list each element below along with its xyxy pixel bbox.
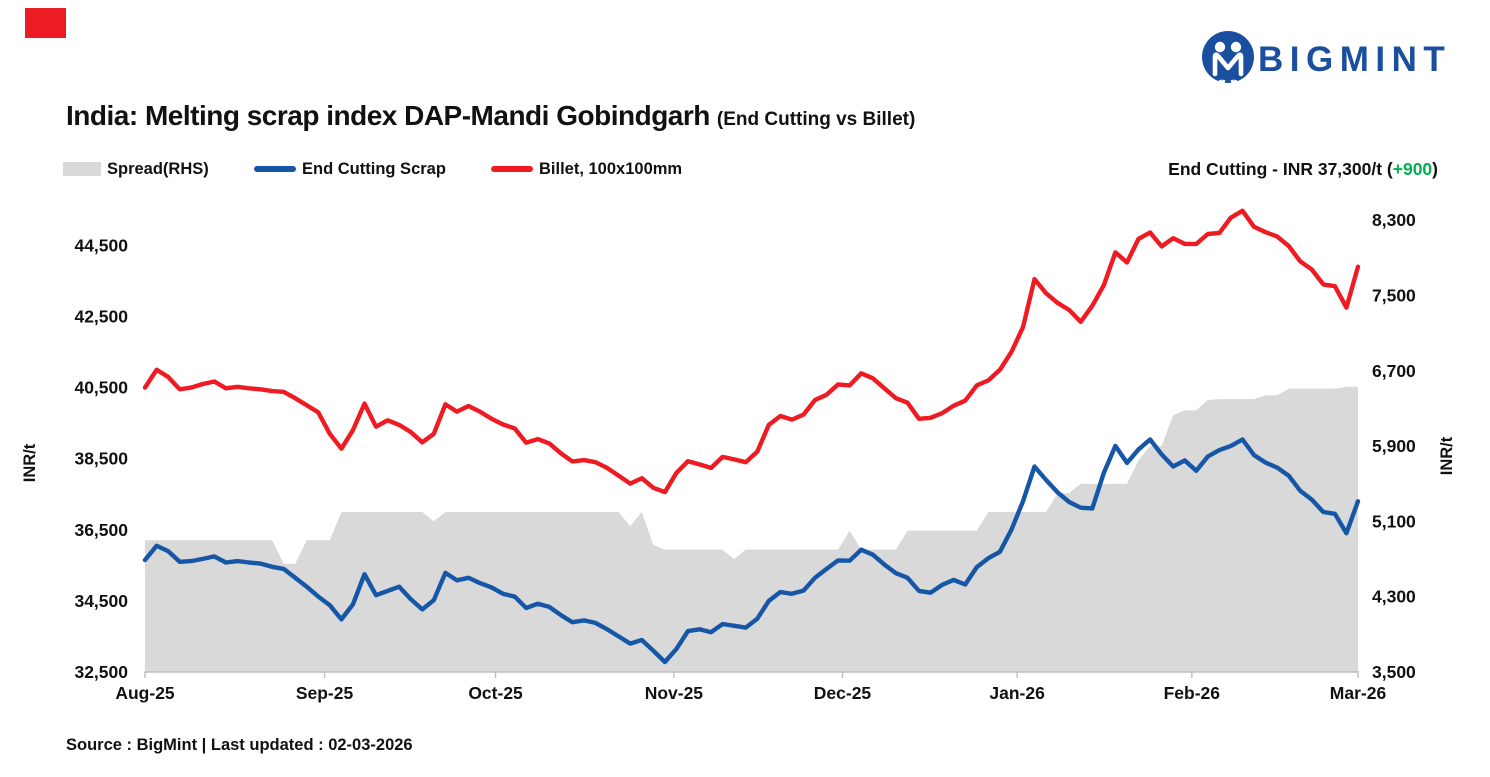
x-axis-label: Mar-26 xyxy=(1330,683,1387,703)
annotation-suffix: ) xyxy=(1432,159,1438,179)
right-axis-tick-label: 5,100 xyxy=(1372,511,1416,531)
billet-line-swatch xyxy=(491,166,533,172)
corner-accent xyxy=(25,8,66,38)
x-axis-label: Dec-25 xyxy=(814,683,872,703)
legend-label-end-cutting: End Cutting Scrap xyxy=(302,159,446,178)
bigmint-logo: BIGMINT xyxy=(1200,28,1475,93)
x-axis-label: Sep-25 xyxy=(296,683,354,703)
end-cutting-scrap-line xyxy=(142,437,1361,665)
left-axis-tick-label: 38,500 xyxy=(74,449,128,469)
source-note: Source : BigMint | Last updated : 02-03-… xyxy=(66,736,413,754)
end-cutting-line-swatch xyxy=(254,166,296,172)
left-axis-tick-label: 34,500 xyxy=(74,591,128,611)
x-axis-label: Aug-25 xyxy=(115,683,175,703)
right-axis-tick-label: 3,500 xyxy=(1372,662,1416,682)
right-axis-tick-label: 6,700 xyxy=(1372,361,1416,381)
bigmint-logo-icon: BIGMINT xyxy=(1202,31,1451,91)
chart-title: India: Melting scrap index DAP-Mandi Gob… xyxy=(66,100,710,131)
bigmint-logo-text: BIGMINT xyxy=(1258,40,1451,79)
annotation-delta: +900 xyxy=(1392,159,1433,179)
latest-price-annotation: End Cutting - INR 37,300/t (+900) xyxy=(1168,159,1438,180)
left-axis-tick-label: 32,500 xyxy=(74,662,128,682)
x-axis-label: Feb-26 xyxy=(1164,683,1221,703)
chart-title-row: India: Melting scrap index DAP-Mandi Gob… xyxy=(66,100,915,132)
annotation-prefix: End Cutting - INR 37,300/t ( xyxy=(1168,159,1393,179)
x-axis-label: Oct-25 xyxy=(468,683,523,703)
legend-label-billet: Billet, 100x100mm xyxy=(539,159,683,178)
right-axis-tick-label: 5,900 xyxy=(1372,436,1416,456)
chart-subtitle: (End Cutting vs Billet) xyxy=(716,109,916,130)
right-axis-tick-label: 8,300 xyxy=(1372,210,1416,230)
left-axis-tick-label: 44,500 xyxy=(74,235,128,255)
right-axis-tick-label: 4,300 xyxy=(1372,587,1416,607)
right-axis-tick-label: 7,500 xyxy=(1372,286,1416,306)
legend-item-billet: Billet, 100x100mm xyxy=(491,160,682,178)
legend-item-spread: Spread(RHS) xyxy=(63,160,209,178)
legend-label-spread: Spread(RHS) xyxy=(107,159,209,178)
x-axis-label: Jan-26 xyxy=(989,683,1045,703)
spread-area xyxy=(145,386,1358,672)
left-axis-tick-label: 42,500 xyxy=(74,306,128,326)
left-axis-tick-label: 36,500 xyxy=(74,520,128,540)
x-axis-label: Nov-25 xyxy=(645,683,704,703)
legend-item-end-cutting: End Cutting Scrap xyxy=(254,160,446,178)
spread-area-swatch xyxy=(63,162,101,176)
billet-line xyxy=(142,208,1361,495)
left-axis-tick-label: 40,500 xyxy=(74,378,128,398)
right-axis-title: INR/t xyxy=(1438,436,1456,475)
left-axis-title: INR/t xyxy=(21,443,39,482)
